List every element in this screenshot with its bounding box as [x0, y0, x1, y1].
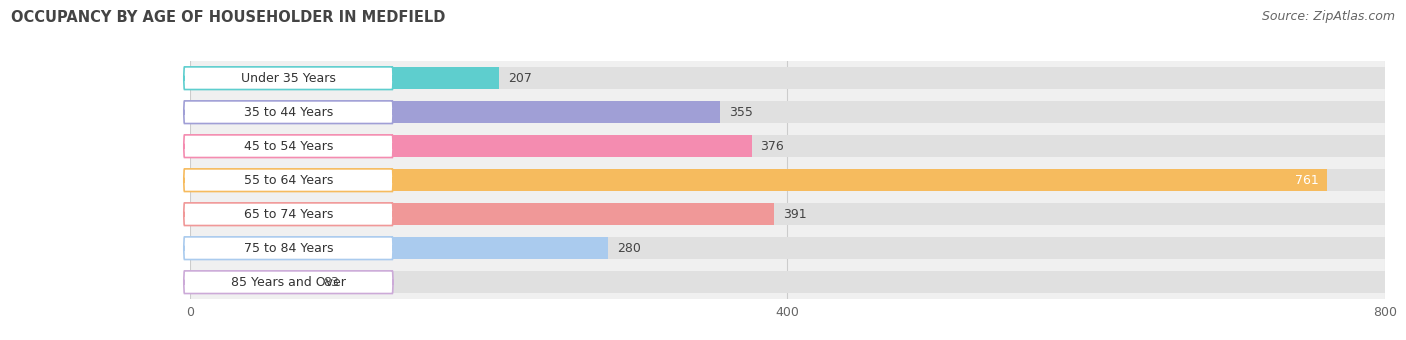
Bar: [190, 237, 609, 259]
Text: Source: ZipAtlas.com: Source: ZipAtlas.com: [1261, 10, 1395, 23]
Bar: [190, 231, 1385, 265]
Bar: [190, 101, 1385, 123]
Bar: [190, 101, 720, 123]
Text: Under 35 Years: Under 35 Years: [240, 72, 336, 85]
FancyBboxPatch shape: [184, 135, 394, 157]
Bar: [190, 271, 1385, 293]
Bar: [190, 163, 1385, 197]
Bar: [190, 203, 773, 225]
Bar: [190, 197, 1385, 231]
Text: 280: 280: [617, 242, 641, 255]
FancyBboxPatch shape: [184, 101, 394, 123]
Text: 761: 761: [1295, 174, 1319, 187]
Text: 376: 376: [761, 140, 785, 153]
Text: 355: 355: [730, 106, 754, 119]
Text: 65 to 74 Years: 65 to 74 Years: [243, 208, 333, 221]
Bar: [190, 203, 1385, 225]
FancyBboxPatch shape: [184, 67, 394, 89]
Text: 55 to 64 Years: 55 to 64 Years: [243, 174, 333, 187]
Bar: [190, 169, 1327, 191]
Bar: [190, 61, 1385, 95]
Text: OCCUPANCY BY AGE OF HOUSEHOLDER IN MEDFIELD: OCCUPANCY BY AGE OF HOUSEHOLDER IN MEDFI…: [11, 10, 446, 25]
FancyBboxPatch shape: [184, 169, 394, 191]
Text: 391: 391: [783, 208, 807, 221]
Bar: [190, 237, 1385, 259]
Bar: [190, 265, 1385, 299]
Text: 75 to 84 Years: 75 to 84 Years: [243, 242, 333, 255]
Bar: [190, 135, 752, 157]
Bar: [190, 271, 314, 293]
FancyBboxPatch shape: [184, 237, 394, 259]
Text: 35 to 44 Years: 35 to 44 Years: [243, 106, 333, 119]
Bar: [190, 129, 1385, 163]
Bar: [190, 67, 499, 89]
Bar: [190, 135, 1385, 157]
FancyBboxPatch shape: [184, 203, 394, 225]
Bar: [190, 95, 1385, 129]
Bar: [190, 169, 1385, 191]
Bar: [190, 67, 1385, 89]
Text: 207: 207: [508, 72, 531, 85]
Text: 45 to 54 Years: 45 to 54 Years: [243, 140, 333, 153]
Text: 83: 83: [323, 276, 339, 289]
FancyBboxPatch shape: [184, 271, 394, 293]
Text: 85 Years and Over: 85 Years and Over: [231, 276, 346, 289]
